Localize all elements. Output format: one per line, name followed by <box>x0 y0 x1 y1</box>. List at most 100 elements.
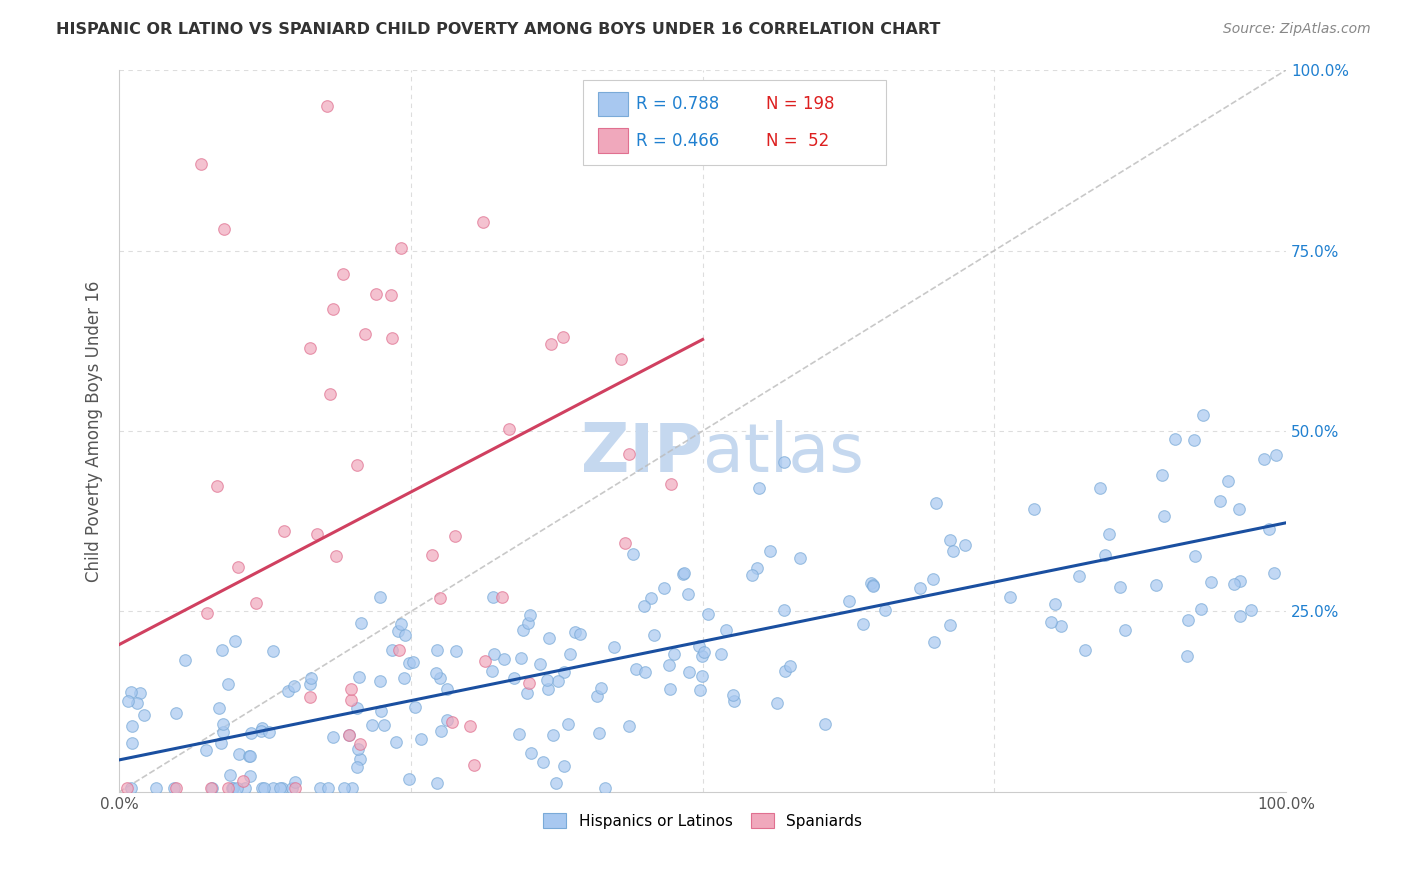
Hispanics or Latinos <box>337 728 360 742</box>
Hispanics or Latinos <box>621 547 644 561</box>
Hispanics or Latinos <box>690 649 713 664</box>
Hispanics or Latinos <box>537 681 560 696</box>
Spaniards <box>337 728 360 742</box>
Hispanics or Latinos <box>758 544 780 558</box>
Spaniards <box>200 781 222 796</box>
Spaniards <box>441 714 464 729</box>
Hispanics or Latinos <box>922 635 945 649</box>
Hispanics or Latinos <box>925 496 948 510</box>
Spaniards <box>551 330 574 344</box>
Hispanics or Latinos <box>942 544 965 558</box>
Spaniards <box>474 654 496 668</box>
Hispanics or Latinos <box>117 693 139 707</box>
Hispanics or Latinos <box>589 681 612 696</box>
Hispanics or Latinos <box>1258 522 1281 536</box>
Hispanics or Latinos <box>250 721 273 735</box>
Hispanics or Latinos <box>852 616 875 631</box>
Hispanics or Latinos <box>425 665 447 680</box>
Hispanics or Latinos <box>519 746 541 760</box>
Hispanics or Latinos <box>862 578 884 592</box>
Hispanics or Latinos <box>402 656 425 670</box>
Hispanics or Latinos <box>271 781 294 796</box>
Spaniards <box>115 781 138 796</box>
Spaniards <box>232 774 254 789</box>
Text: atlas: atlas <box>703 419 863 485</box>
Hispanics or Latinos <box>283 680 305 694</box>
Hispanics or Latinos <box>385 735 408 749</box>
Hispanics or Latinos <box>547 673 569 688</box>
Hispanics or Latinos <box>233 781 256 796</box>
Hispanics or Latinos <box>309 781 332 796</box>
Text: R = 0.466: R = 0.466 <box>636 132 718 150</box>
Hispanics or Latinos <box>212 725 235 739</box>
Hispanics or Latinos <box>221 781 243 796</box>
Hispanics or Latinos <box>125 696 148 710</box>
Hispanics or Latinos <box>194 742 217 756</box>
Hispanics or Latinos <box>429 672 451 686</box>
Hispanics or Latinos <box>1189 602 1212 616</box>
Hispanics or Latinos <box>553 665 575 679</box>
Hispanics or Latinos <box>409 731 432 746</box>
Hispanics or Latinos <box>529 657 551 671</box>
Hispanics or Latinos <box>745 561 768 575</box>
Hispanics or Latinos <box>908 582 931 596</box>
Hispanics or Latinos <box>349 752 371 766</box>
Hispanics or Latinos <box>1177 613 1199 627</box>
Spaniards <box>420 548 443 562</box>
Text: HISPANIC OR LATINO VS SPANIARD CHILD POVERTY AMONG BOYS UNDER 16 CORRELATION CHA: HISPANIC OR LATINO VS SPANIARD CHILD POV… <box>56 22 941 37</box>
Spaniards <box>619 447 641 461</box>
Hispanics or Latinos <box>586 689 609 703</box>
Hispanics or Latinos <box>1045 597 1067 611</box>
Hispanics or Latinos <box>921 572 943 586</box>
Hispanics or Latinos <box>673 566 696 580</box>
Spaniards <box>429 591 451 605</box>
Hispanics or Latinos <box>1218 474 1240 488</box>
Hispanics or Latinos <box>340 781 363 796</box>
Hispanics or Latinos <box>1184 549 1206 563</box>
Hispanics or Latinos <box>689 682 711 697</box>
Hispanics or Latinos <box>1024 502 1046 516</box>
Hispanics or Latinos <box>1209 494 1232 508</box>
Hispanics or Latinos <box>838 593 860 607</box>
Hispanics or Latinos <box>238 749 260 764</box>
Hispanics or Latinos <box>557 717 579 731</box>
Hispanics or Latinos <box>481 664 503 678</box>
Spaniards <box>325 549 347 564</box>
Hispanics or Latinos <box>814 717 837 731</box>
Hispanics or Latinos <box>1239 603 1261 617</box>
Hispanics or Latinos <box>1098 527 1121 541</box>
Hispanics or Latinos <box>678 587 700 601</box>
Hispanics or Latinos <box>541 728 564 742</box>
Hispanics or Latinos <box>862 579 884 593</box>
Hispanics or Latinos <box>544 776 567 790</box>
Hispanics or Latinos <box>163 781 186 796</box>
Text: N =  52: N = 52 <box>766 132 830 150</box>
Spaniards <box>661 477 683 491</box>
Hispanics or Latinos <box>482 590 505 604</box>
Hispanics or Latinos <box>381 642 404 657</box>
Hispanics or Latinos <box>346 760 368 774</box>
Hispanics or Latinos <box>370 673 392 688</box>
Hispanics or Latinos <box>370 704 392 718</box>
Hispanics or Latinos <box>426 642 449 657</box>
Hispanics or Latinos <box>121 718 143 732</box>
Hispanics or Latinos <box>693 645 716 659</box>
Hispanics or Latinos <box>560 648 582 662</box>
Spaniards <box>322 302 344 317</box>
Hispanics or Latinos <box>322 731 344 745</box>
Spaniards <box>284 781 307 796</box>
Hispanics or Latinos <box>531 755 554 769</box>
Hispanics or Latinos <box>633 599 655 613</box>
Hispanics or Latinos <box>1229 501 1251 516</box>
Spaniards <box>389 241 412 255</box>
Spaniards <box>472 215 495 229</box>
Hispanics or Latinos <box>346 742 368 756</box>
Hispanics or Latinos <box>226 781 249 796</box>
Hispanics or Latinos <box>779 659 801 673</box>
Y-axis label: Child Poverty Among Boys Under 16: Child Poverty Among Boys Under 16 <box>86 280 103 582</box>
Hispanics or Latinos <box>748 481 770 495</box>
Hispanics or Latinos <box>538 631 561 645</box>
Spaniards <box>443 529 465 543</box>
Hispanics or Latinos <box>1108 581 1130 595</box>
Hispanics or Latinos <box>389 616 412 631</box>
